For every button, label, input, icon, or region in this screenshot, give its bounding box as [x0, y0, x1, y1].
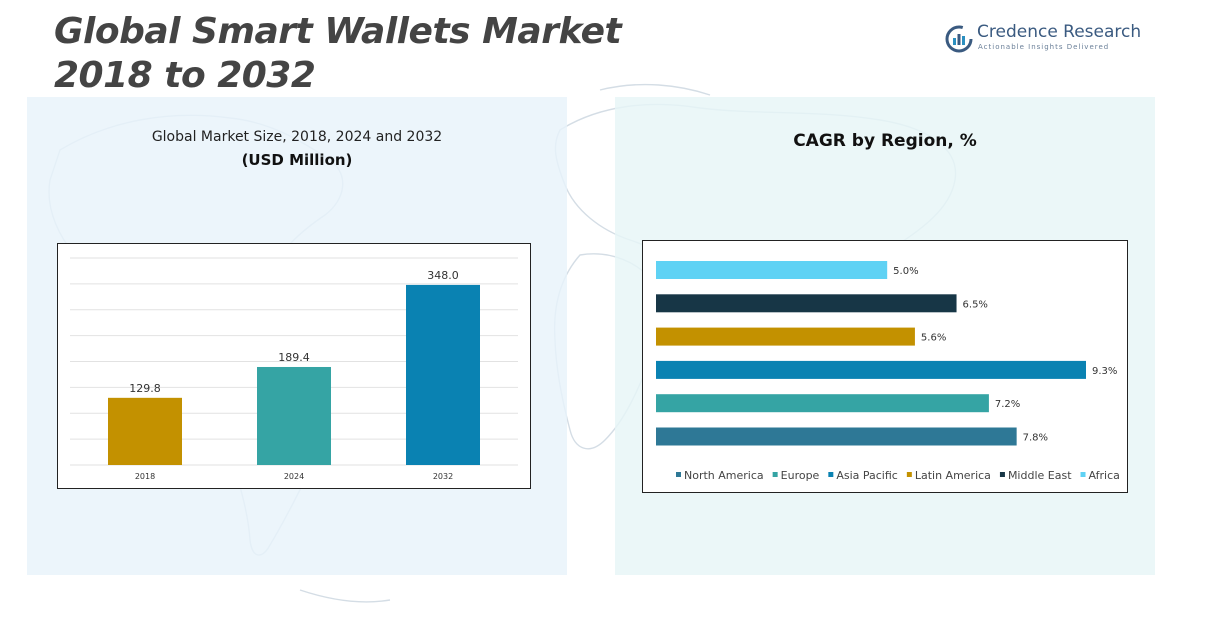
bar-value-label: 348.0: [427, 269, 459, 282]
legend-swatch: [906, 472, 912, 477]
page-title-line-2: 2018 to 2032: [54, 55, 316, 96]
market-size-chart-frame: 129.8 2018 189.4 2024 348.0 2032: [57, 243, 531, 489]
bar-middle-east: [656, 294, 957, 313]
legend-item: Asia Pacific: [828, 469, 898, 482]
bar-2018: [108, 397, 182, 465]
bar-value-label: 9.3%: [1092, 366, 1117, 377]
bar-2024: [257, 366, 331, 465]
cagr-legend: North America Europe Asia Pacific Latin Ame…: [676, 469, 1120, 482]
bar-2032: [406, 284, 480, 465]
x-tick-label: 2018: [135, 472, 155, 481]
x-tick-label: 2032: [433, 472, 453, 481]
legend-label: North America: [684, 469, 764, 482]
legend-label: Middle East: [1008, 469, 1072, 482]
page-title: Global Smart Wallets Market 2018 to 2032: [54, 10, 622, 98]
bar-value-label: 5.0%: [893, 266, 918, 277]
brand-logo: Credence Research Actionable Insights De…: [944, 22, 1141, 56]
legend-swatch: [1080, 472, 1086, 477]
bar-value-label: 7.2%: [995, 399, 1020, 410]
bar-value-label: 6.5%: [963, 299, 988, 310]
legend-label: Latin America: [915, 469, 991, 482]
bar-value-label: 5.6%: [921, 333, 946, 344]
legend-label: Africa: [1089, 469, 1120, 482]
legend-item: North America: [676, 469, 764, 482]
logo-name: Credence Research: [977, 22, 1142, 42]
legend-item: Africa: [1080, 469, 1120, 482]
bar-value-label: 7.8%: [1023, 433, 1048, 444]
page-title-line-1: Global Smart Wallets Market: [54, 11, 622, 52]
cagr-chart: 5.0% 6.5% 5.6% 9.3% 7.2% 7.8% North America Eu…: [656, 261, 1120, 482]
market-size-chart-subtitle: (USD Million): [241, 151, 353, 169]
logo-tagline: Actionable Insights Delivered: [978, 43, 1110, 51]
market-size-chart-title: Global Market Size, 2018, 2024 and 2032: [151, 129, 443, 145]
cagr-chart-title: CAGR by Region, %: [793, 131, 977, 151]
legend-swatch: [772, 472, 778, 477]
bar-value-label: 189.4: [278, 351, 310, 364]
legend-item: Latin America: [906, 469, 991, 482]
legend-swatch: [828, 472, 834, 477]
legend-item: Europe: [772, 469, 820, 482]
bar-africa: [656, 261, 888, 279]
bar-europe: [656, 394, 989, 413]
bar-latin-america: [656, 327, 915, 346]
legend-swatch: [676, 472, 681, 477]
legend-item: Middle East: [999, 469, 1072, 482]
legend-swatch: [999, 472, 1005, 477]
legend-label: Europe: [781, 469, 820, 482]
legend-label: Asia Pacific: [836, 469, 898, 482]
logo-icon: [945, 25, 973, 53]
x-tick-label: 2024: [284, 472, 304, 481]
cagr-chart-frame: 5.0% 6.5% 5.6% 9.3% 7.2% 7.8% North America Eu…: [642, 240, 1128, 493]
bar-value-label: 129.8: [129, 382, 161, 395]
market-size-chart: 129.8 2018 189.4 2024 348.0 2032: [70, 257, 518, 481]
market-size-bars: 129.8 2018 189.4 2024 348.0 2032: [108, 269, 480, 481]
cagr-bars: 5.0% 6.5% 5.6% 9.3% 7.2% 7.8%: [656, 261, 1117, 446]
bar-asia-pacific: [656, 360, 1086, 379]
bar-north-america: [656, 427, 1017, 446]
